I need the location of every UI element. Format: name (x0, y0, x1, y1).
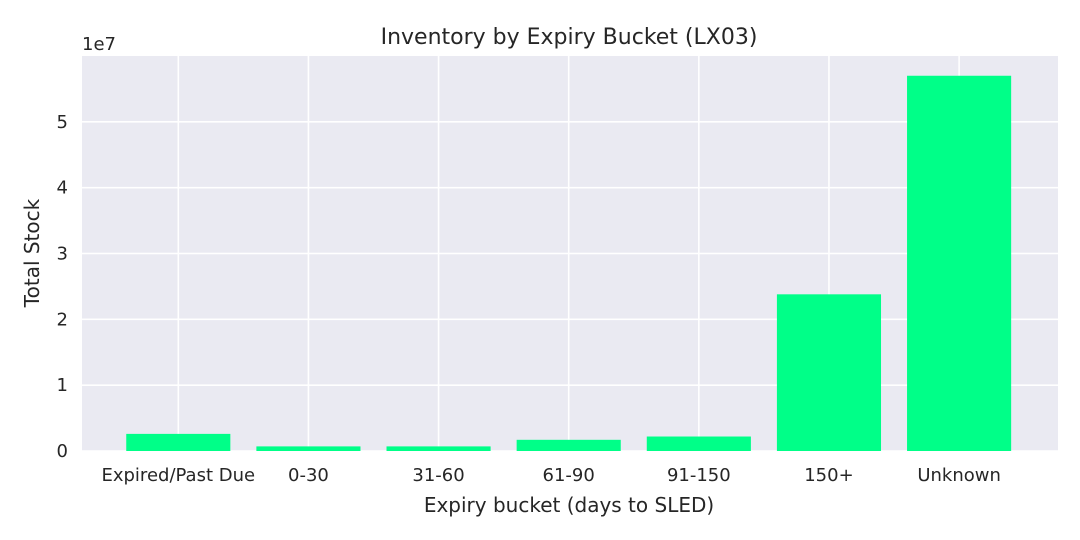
y-tick-label: 3 (57, 244, 68, 265)
y-scale-label: 1e7 (82, 34, 116, 55)
x-tick-label: 31-60 (412, 465, 464, 486)
bar (126, 433, 231, 451)
bars (126, 75, 1012, 451)
chart-title: Inventory by Expiry Bucket (LX03) (381, 25, 758, 50)
bar (386, 446, 491, 451)
x-tick-label: 150+ (804, 465, 853, 486)
y-tick-label: 5 (57, 112, 68, 133)
x-tick-label: Unknown (917, 465, 1001, 486)
gridlines (82, 56, 1058, 452)
bar (256, 446, 361, 451)
x-axis-label: Expiry bucket (days to SLED) (424, 493, 714, 517)
y-axis-label: Total Stock (20, 198, 44, 308)
y-tick-label: 1 (57, 375, 68, 396)
x-tick-label: 61-90 (543, 465, 595, 486)
bar (907, 75, 1012, 451)
bar (516, 439, 621, 451)
y-tick-label: 0 (57, 441, 68, 462)
x-ticks: Expired/Past Due 0-30 31-60 61-90 91-150 150+… (101, 465, 1000, 486)
bar (646, 436, 751, 451)
y-tick-label: 2 (57, 309, 68, 330)
x-tick-label: 0-30 (288, 465, 329, 486)
bar (776, 294, 882, 451)
y-ticks: 0 1 2 3 4 5 (57, 112, 68, 462)
x-tick-label: 91-150 (667, 465, 731, 486)
x-tick-label: Expired/Past Due (101, 465, 255, 486)
y-tick-label: 4 (57, 178, 68, 199)
